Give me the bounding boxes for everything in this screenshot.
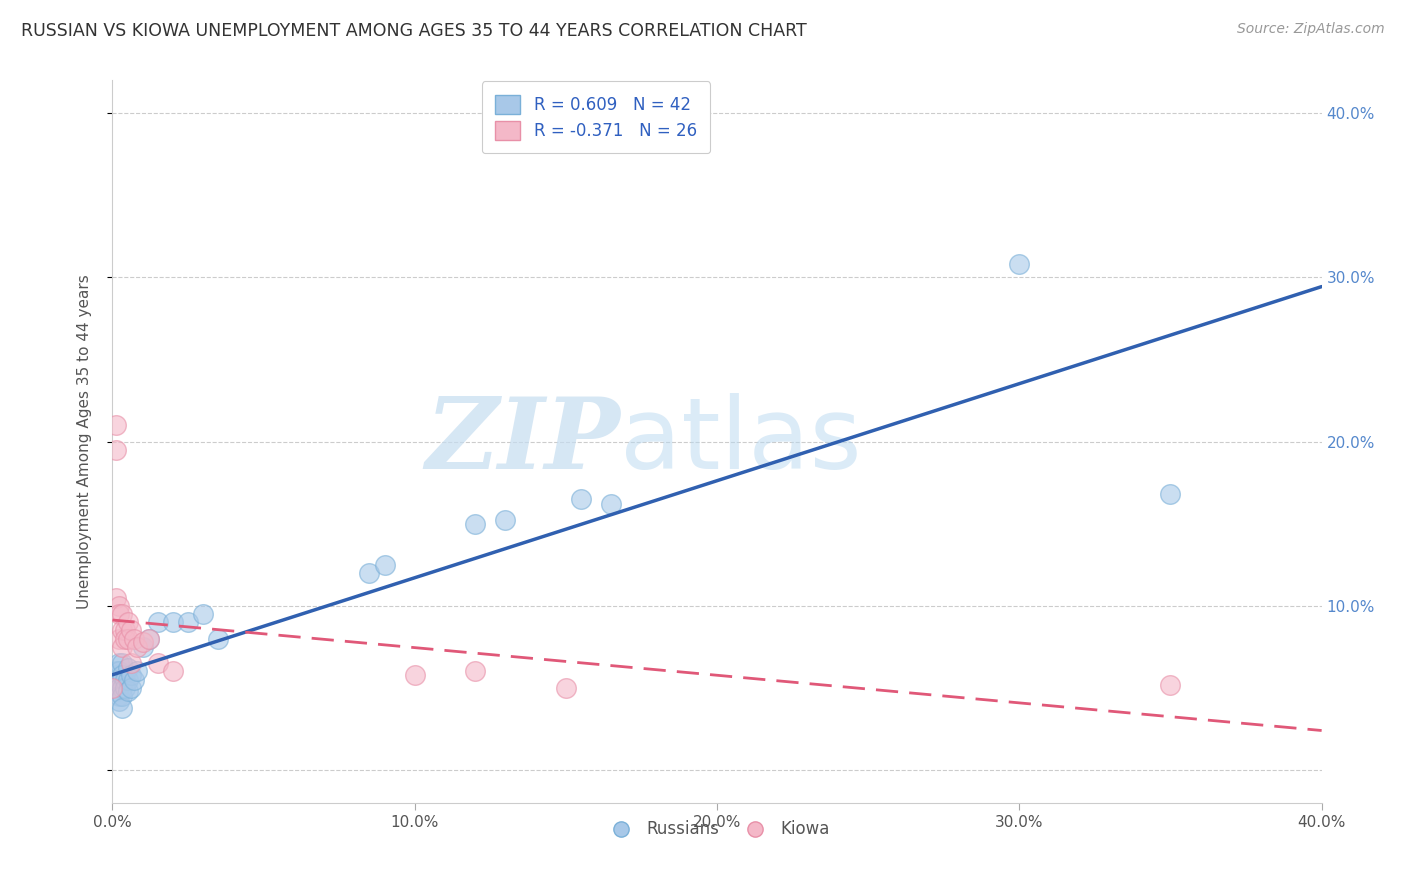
Point xyxy=(132,635,155,649)
Point xyxy=(101,681,124,695)
Point xyxy=(110,700,132,714)
Point xyxy=(107,599,129,613)
Point xyxy=(122,673,145,687)
Text: atlas: atlas xyxy=(620,393,862,490)
Point xyxy=(104,667,127,681)
Point xyxy=(120,657,142,671)
Point xyxy=(107,632,129,646)
Point xyxy=(125,665,148,679)
Point xyxy=(107,657,129,671)
Point xyxy=(600,497,623,511)
Point xyxy=(107,673,129,687)
Point xyxy=(101,673,124,687)
Point xyxy=(114,673,136,687)
Point xyxy=(104,418,127,433)
Point xyxy=(110,607,132,621)
Point xyxy=(464,665,486,679)
Point xyxy=(569,491,592,506)
Point xyxy=(554,681,576,695)
Point xyxy=(110,640,132,654)
Point xyxy=(107,689,129,703)
Point xyxy=(104,442,127,457)
Point xyxy=(464,516,486,531)
Point xyxy=(120,667,142,681)
Point xyxy=(107,607,129,621)
Point xyxy=(138,632,160,646)
Point xyxy=(104,673,127,687)
Text: RUSSIAN VS KIOWA UNEMPLOYMENT AMONG AGES 35 TO 44 YEARS CORRELATION CHART: RUSSIAN VS KIOWA UNEMPLOYMENT AMONG AGES… xyxy=(21,22,807,40)
Point xyxy=(122,632,145,646)
Point xyxy=(107,665,129,679)
Point xyxy=(1159,677,1181,691)
Point xyxy=(374,558,396,572)
Y-axis label: Unemployment Among Ages 35 to 44 years: Unemployment Among Ages 35 to 44 years xyxy=(77,274,91,609)
Point xyxy=(110,657,132,671)
Point xyxy=(104,665,127,679)
Point xyxy=(120,681,142,695)
Point xyxy=(1159,487,1181,501)
Point xyxy=(114,624,136,638)
Point xyxy=(162,615,184,630)
Point xyxy=(117,632,139,646)
Point xyxy=(110,624,132,638)
Point xyxy=(107,694,129,708)
Point xyxy=(107,681,129,695)
Point xyxy=(125,640,148,654)
Point xyxy=(104,677,127,691)
Point xyxy=(117,615,139,630)
Point xyxy=(117,684,139,698)
Point xyxy=(146,615,169,630)
Point xyxy=(117,661,139,675)
Point xyxy=(359,566,381,580)
Point xyxy=(101,681,124,695)
Point xyxy=(110,681,132,695)
Text: ZIP: ZIP xyxy=(426,393,620,490)
Point xyxy=(1008,257,1031,271)
Point xyxy=(104,684,127,698)
Point xyxy=(495,513,517,527)
Point xyxy=(120,624,142,638)
Point xyxy=(207,632,229,646)
Point xyxy=(162,665,184,679)
Point xyxy=(191,607,214,621)
Point xyxy=(110,689,132,703)
Point xyxy=(114,681,136,695)
Point xyxy=(146,657,169,671)
Legend: Russians, Kiowa: Russians, Kiowa xyxy=(598,814,837,845)
Point xyxy=(104,591,127,605)
Point xyxy=(132,640,155,654)
Point xyxy=(110,667,132,681)
Point xyxy=(117,673,139,687)
Point xyxy=(114,632,136,646)
Point xyxy=(177,615,200,630)
Point xyxy=(404,667,426,681)
Point xyxy=(138,632,160,646)
Text: Source: ZipAtlas.com: Source: ZipAtlas.com xyxy=(1237,22,1385,37)
